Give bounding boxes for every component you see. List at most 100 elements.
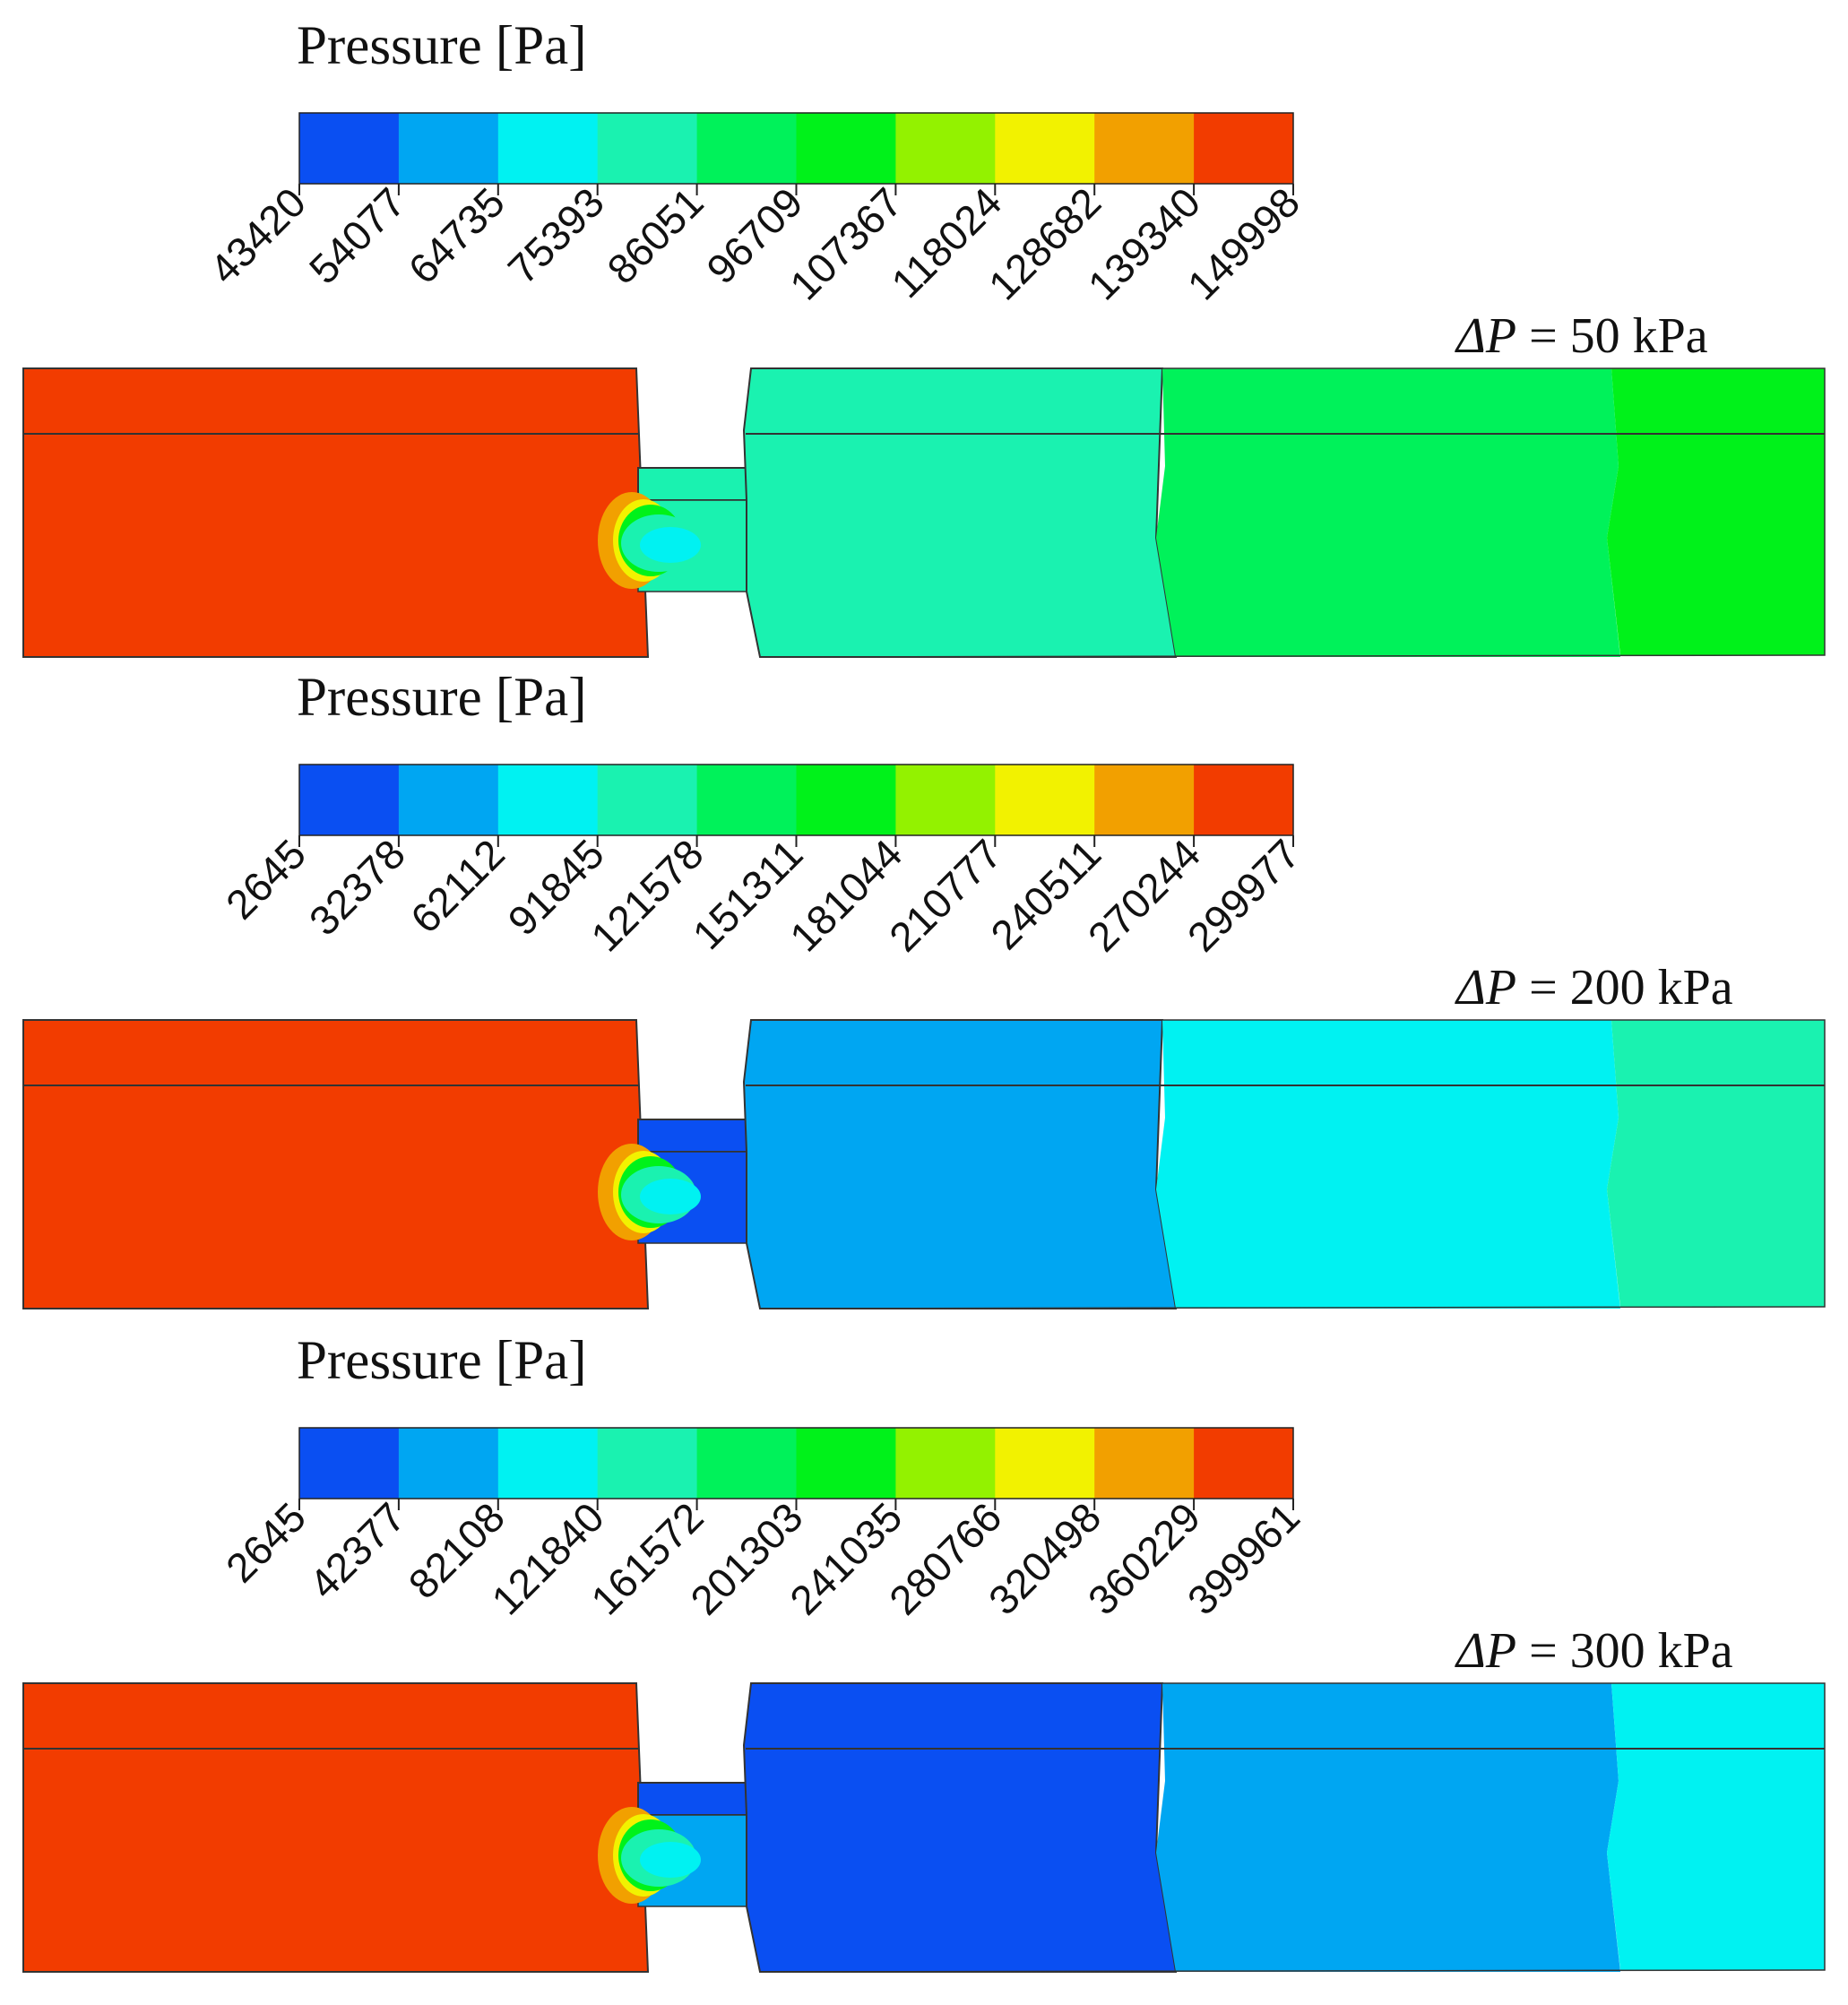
tick-label: 121578 [582,830,712,960]
outlet-region-3 [1607,1683,1825,1970]
delta-p-label: ΔP = 300 kPa [1455,1623,1733,1679]
jet-contour-band [640,1179,701,1214]
colorbar-ticks: 2645323786211291845121578151311181044210… [217,830,1308,960]
colorbar [298,112,1294,185]
tick-label: 42377 [300,1493,414,1607]
delta-p-label: ΔP = 200 kPa [1455,960,1733,1015]
tick-label: 241035 [781,1493,911,1623]
domain-geometry [22,1019,1826,1309]
colorbar-segment [995,1428,1095,1499]
inlet-region [22,367,650,658]
outlet-region-1 [742,367,1178,658]
colorbar-segment [597,1428,698,1499]
colorbar-segment [597,113,698,184]
outlet-region-1 [742,1682,1178,1973]
colorbar [298,764,1294,836]
tick-label: 62112 [402,830,514,942]
colorbar-segment [1194,1428,1294,1499]
colorbar-segment [597,765,698,835]
tick-label: 54077 [300,178,414,292]
delta-p-symbol: ΔP [1455,308,1516,364]
colorbar-segment [398,765,499,835]
jet-contour-band [640,1842,701,1878]
panel-3: Pressure [Pa] 264542377821081218401615722… [22,1331,1826,1973]
tick-label: 210777 [880,830,1010,960]
delta-p-value: = 50 kPa [1516,308,1708,364]
delta-p-label: ΔP = 50 kPa [1455,308,1708,364]
orifice-upper-region [637,1119,747,1153]
colorbar-segment [1194,765,1294,835]
colorbar-segment [895,1428,996,1499]
tick-label: 181044 [781,830,911,960]
orifice-upper-region [637,467,747,501]
colorbar-segment [895,113,996,184]
tick-label: 86051 [598,178,712,292]
colorbar-segment [696,1428,797,1499]
colorbar-segment [299,113,400,184]
outlet-region-3 [1607,368,1825,655]
colorbar-segment [299,1428,400,1499]
colorbar-segment [398,1428,499,1499]
domain-geometry [22,367,1826,658]
colorbar-segment [398,113,499,184]
inlet-region [22,1019,650,1309]
outlet-outline [751,367,1826,658]
outlet-region-1 [742,1019,1178,1309]
tick-label: 320498 [980,1493,1110,1623]
colorbar-segment [796,113,896,184]
outlet-region-2 [1156,1683,1620,1972]
tick-label: 32378 [300,830,414,944]
orifice-upper-region [637,1782,747,1816]
colorbar-segment [1094,1428,1195,1499]
tick-label: 128682 [980,178,1110,308]
colorbar [298,1427,1294,1499]
colorbar-segment [995,113,1095,184]
tick-label: 299977 [1179,830,1308,960]
delta-p-value: = 200 kPa [1516,960,1733,1015]
colorbar-segment [696,765,797,835]
tick-label: 107367 [781,178,911,308]
tick-label: 270244 [1079,830,1209,960]
inlet-region [22,1682,650,1973]
tick-label: 360229 [1079,1493,1209,1623]
colorbar-ticks: 4342054077647357539386051967091073671180… [201,178,1308,308]
orifice-jet-gradient [598,492,701,589]
colorbar-ticks: 2645423778210812184016157220130324103528… [217,1493,1308,1623]
outlet-region-2 [1156,368,1620,657]
tick-label: 399961 [1179,1493,1308,1623]
tick-label: 43420 [201,178,315,292]
tick-label: 161572 [582,1493,712,1623]
colorbar-segment [796,765,896,835]
outlet-outline [751,1019,1826,1309]
tick-label: 280766 [880,1493,1010,1623]
outlet-region-2 [1156,1020,1620,1309]
colorbar-segment [497,1428,599,1499]
colorbar-segment [995,765,1095,835]
colorbar-segment [497,765,599,835]
tick-label: 121840 [482,1493,612,1623]
jet-contour-band [640,527,701,563]
delta-p-value: = 300 kPa [1516,1623,1733,1679]
tick-label: 139340 [1079,178,1209,308]
colorbar-segment [299,765,400,835]
orifice-jet-gradient [598,1807,701,1904]
colorbar-segment [497,113,599,184]
delta-p-symbol: ΔP [1455,960,1516,1015]
colorbar-segment [1094,113,1195,184]
legend-title: Pressure [Pa] [297,668,587,728]
legend-title: Pressure [Pa] [297,1331,587,1391]
delta-p-symbol: ΔP [1455,1623,1516,1679]
orifice-jet-gradient [598,1144,701,1240]
panel-2: Pressure [Pa] 264532378621129184512157815… [22,668,1826,1309]
colorbar-segment [696,113,797,184]
tick-label: 64735 [400,178,514,292]
outlet-region-3 [1607,1020,1825,1307]
panel-1: Pressure [Pa] 434205407764735753938605196… [22,16,1826,658]
colorbar-segment [1194,113,1294,184]
tick-label: 149998 [1179,178,1308,308]
tick-label: 75393 [499,178,613,292]
legend-title: Pressure [Pa] [297,16,587,76]
colorbar-segment [895,765,996,835]
outlet-outline [751,1682,1826,1973]
